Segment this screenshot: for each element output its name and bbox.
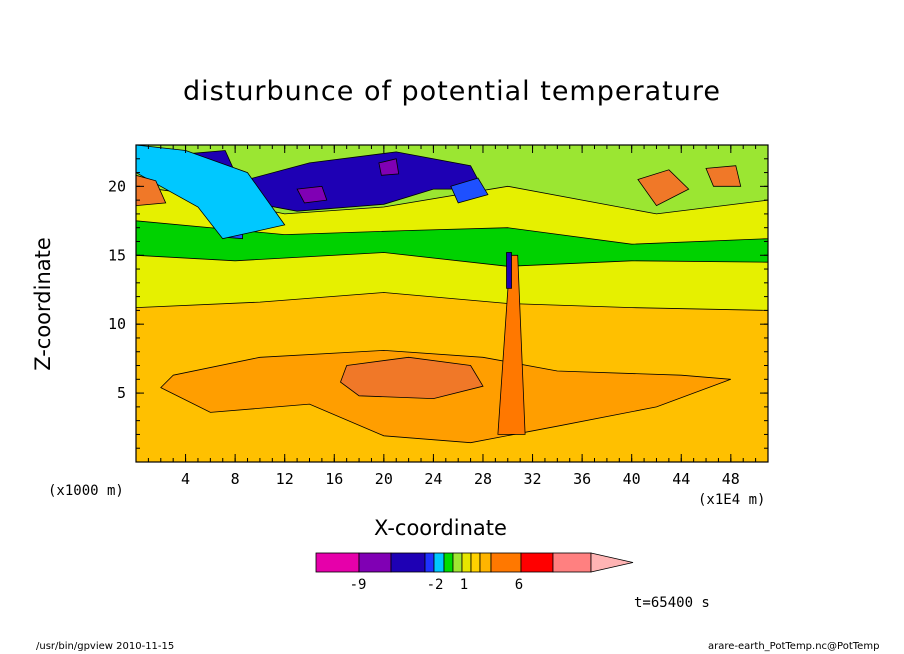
- x-tick-label: 32: [524, 470, 542, 488]
- colorbar-cell: [424, 552, 435, 573]
- colorbar-cell: [315, 552, 360, 573]
- colorbar-cell: [443, 552, 454, 573]
- colorbar-cell: [390, 552, 426, 573]
- orange-blob-left: [136, 174, 167, 207]
- orange-blob-upper-2: [705, 165, 742, 187]
- x-tick-label: 44: [672, 470, 690, 488]
- x-tick-label: 24: [424, 470, 442, 488]
- time-annotation: t=65400 s: [634, 595, 710, 611]
- y-tick-label: 20: [108, 177, 126, 195]
- blue-blob-2: [450, 177, 489, 204]
- plume-top: [506, 252, 512, 289]
- purple-blob-1: [296, 185, 328, 204]
- x-tick-label: 8: [231, 470, 240, 488]
- colorbar-label: 1: [460, 577, 468, 593]
- y-tick-label: 10: [108, 315, 126, 333]
- colorbar-cell: [461, 552, 472, 573]
- colorbar-cell: [490, 552, 522, 573]
- footer-left: /usr/bin/gpview 2010-11-15: [36, 641, 175, 652]
- x-tick-label: 12: [276, 470, 294, 488]
- colorbar-cell: [552, 552, 592, 573]
- plot-area: [136, 145, 768, 462]
- y-tick-label: 15: [108, 246, 126, 264]
- x-tick-label: 48: [722, 470, 740, 488]
- colorbar-cell: [433, 552, 445, 573]
- colorbar-label: -2: [427, 577, 444, 593]
- footer-right: arare-earth_PotTemp.nc@PotTemp: [708, 641, 880, 652]
- x-tick-label: 16: [325, 470, 343, 488]
- x-unit-right: (x1E4 m): [698, 492, 766, 508]
- plume: [497, 254, 526, 435]
- colorbar-cell: [358, 552, 392, 573]
- x-tick-label: 28: [474, 470, 492, 488]
- plot-frame: [135, 144, 769, 463]
- x-axis-label: X-coordinate: [374, 516, 507, 540]
- colorbar-cell: [452, 552, 463, 573]
- x-tick-label: 36: [573, 470, 591, 488]
- y-tick-label: 5: [117, 384, 126, 402]
- colorbar: -9 -2 1 6: [315, 552, 634, 593]
- x-tick-label: 20: [375, 470, 393, 488]
- orange-band: [160, 349, 731, 444]
- filled-contours: [136, 145, 768, 462]
- colorbar-cell: [479, 552, 492, 573]
- colorbar-cell: [520, 552, 554, 573]
- orange-blob-upper: [637, 169, 690, 207]
- purple-blob-2: [378, 158, 400, 176]
- x-tick-label: 4: [181, 470, 190, 488]
- chart-title: disturbunce of potential temperature: [183, 76, 721, 107]
- colorbar-cell: [470, 552, 481, 573]
- colorbar-label: -9: [350, 577, 367, 593]
- x-unit-left: (x1000 m): [48, 483, 124, 499]
- y-axis-label: Z-coordinate: [30, 237, 55, 371]
- colorbar-label: 6: [515, 577, 523, 593]
- x-tick-label: 40: [623, 470, 641, 488]
- dark-orange-core: [340, 356, 484, 400]
- colorbar-arrow: [590, 552, 634, 573]
